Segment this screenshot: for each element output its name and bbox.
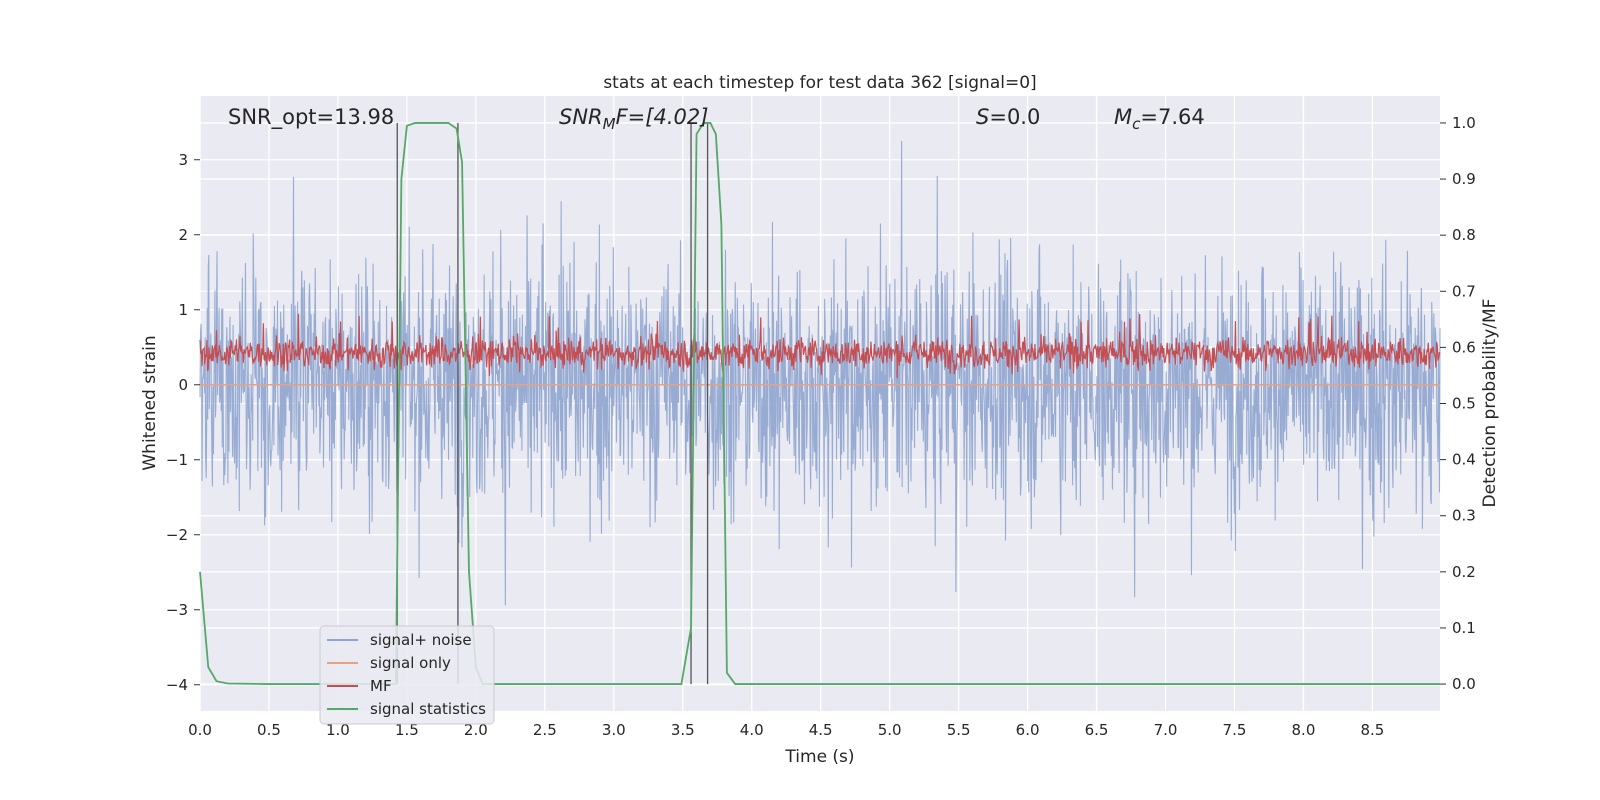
y2-tick-label: 0.3: [1452, 507, 1476, 525]
series-signal-statistics: [199, 122, 1440, 685]
y-ticks: 3 2 1 0 −1 −2 −3 −4: [166, 151, 200, 694]
y2-tick-label: 0.4: [1452, 451, 1476, 469]
y-tick-label: −2: [166, 526, 188, 544]
y-tick-label: −3: [166, 601, 188, 619]
snr-mf-value: F=[4.02]: [616, 105, 709, 129]
x-tick-label: 4.0: [740, 721, 764, 739]
y-tick-label: −1: [166, 451, 188, 469]
y2-tick-label: 0.2: [1452, 563, 1476, 581]
x-tick-label: 1.0: [326, 721, 350, 739]
y2-ticks: 1.0 0.9 0.8 0.7 0.6 0.5 0.4 0.3 0.2 0.1 0.0: [1440, 114, 1476, 693]
legend-label-noise: signal+ noise: [370, 631, 472, 649]
series-signal-noise: [199, 140, 1441, 606]
x-tick-label: 0.5: [257, 721, 281, 739]
x-axis-label: Time (s): [784, 747, 854, 767]
x-tick-label: 4.5: [809, 721, 833, 739]
x-tick-label: 6.5: [1085, 721, 1109, 739]
y2-tick-label: 1.0: [1452, 114, 1476, 132]
x-tick-label: 0.0: [188, 721, 212, 739]
mc-subscript: c: [1132, 115, 1141, 133]
x-tick-label: 6.0: [1016, 721, 1040, 739]
snr-mf-symbol: SNR: [559, 105, 603, 129]
x-tick-label: 5.5: [947, 721, 971, 739]
annotation-mc: Mc=7.64: [1114, 105, 1205, 133]
y2-tick-label: 0.8: [1452, 226, 1476, 244]
x-tick-label: 7.5: [1223, 721, 1247, 739]
x-tick-label: 7.0: [1154, 721, 1178, 739]
y-tick-label: 0: [178, 376, 188, 394]
y-tick-label: 3: [178, 151, 188, 169]
x-tick-label: 8.5: [1360, 721, 1384, 739]
x-tick-label: 2.0: [464, 721, 488, 739]
y-tick-label: −4: [166, 676, 188, 694]
y2-tick-label: 0.1: [1452, 619, 1476, 637]
y-axis-label: Whitened strain: [140, 335, 160, 470]
mc-symbol: M: [1114, 105, 1132, 129]
x-tick-label: 2.5: [533, 721, 557, 739]
annotation-snr-opt: SNR_opt=13.98: [228, 105, 394, 130]
s-value: =0.0: [989, 105, 1040, 129]
y2-tick-label: 0.7: [1452, 282, 1476, 300]
y2-tick-label: 0.6: [1452, 338, 1476, 356]
y2-axis-label: Detection probability/MF: [1480, 299, 1500, 508]
snr-mf-subscript: M: [603, 115, 616, 133]
y-tick-label: 2: [178, 226, 188, 244]
legend-label-mf: MF: [370, 677, 392, 695]
statistics-trace: [199, 122, 1440, 685]
annotation-s: S=0.0: [976, 105, 1040, 129]
legend-box: [319, 625, 495, 725]
x-tick-label: 3.0: [602, 721, 626, 739]
legend-label-signal-only: signal only: [370, 654, 451, 672]
y-tick-label: 1: [178, 301, 188, 319]
noise-trace: [199, 140, 1441, 606]
x-tick-label: 5.0: [878, 721, 902, 739]
y2-tick-label: 0.5: [1452, 395, 1476, 413]
x-tick-label: 1.5: [395, 721, 419, 739]
x-tick-label: 3.5: [671, 721, 695, 739]
chart-title: stats at each timestep for test data 362…: [603, 73, 1036, 93]
s-symbol: S: [976, 105, 989, 129]
x-tick-label: 8.0: [1292, 721, 1316, 739]
x-ticks: 0.0 0.5 1.0 1.5 2.0 2.5 3.0 3.5 4.0 4.5 5.0 5.5 6.0 6…: [188, 721, 1384, 739]
y2-tick-label: 0.9: [1452, 170, 1476, 188]
legend-label-statistics: signal statistics: [370, 700, 486, 718]
mf-trace: [199, 313, 1441, 379]
y2-tick-label: 0.0: [1452, 675, 1476, 693]
mc-value: =7.64: [1140, 105, 1204, 129]
legend: signal+ noise signal only MF signal stat…: [319, 625, 495, 725]
annotation-snr-mf: SNRMF=[4.02]: [559, 105, 708, 133]
series-mf: [199, 313, 1441, 379]
